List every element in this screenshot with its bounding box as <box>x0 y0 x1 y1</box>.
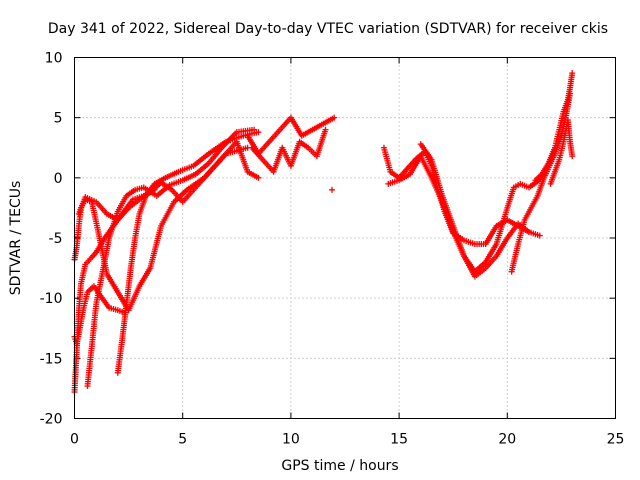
data-point <box>322 126 329 133</box>
data-point <box>329 186 336 193</box>
plot-frame <box>74 57 616 419</box>
y-tick-label: 0 <box>54 171 63 187</box>
y-tick-label: -15 <box>40 351 63 367</box>
data-points <box>71 70 576 396</box>
y-tick-label: 10 <box>45 51 63 67</box>
data-point <box>255 129 262 136</box>
data-point <box>569 70 576 77</box>
x-tick-label: 25 <box>607 432 625 448</box>
y-tick-label: -5 <box>49 231 63 247</box>
x-tick-label: 0 <box>70 432 79 448</box>
x-axis-label: GPS time / hours <box>281 458 398 474</box>
y-tick-label: -20 <box>40 412 63 428</box>
x-tick-label: 5 <box>178 432 187 448</box>
x-tick-label: 10 <box>282 432 300 448</box>
x-tick-label: 20 <box>498 432 516 448</box>
data-point <box>331 114 338 121</box>
x-tick-label: 15 <box>390 432 408 448</box>
tick-labels: 0 5 10 15 20 25 -20 -15 -10 -5 0 5 10 <box>40 51 625 448</box>
chart-title: Day 341 of 2022, Sidereal Day-to-day VTE… <box>48 21 608 37</box>
data-point <box>569 153 576 160</box>
data-point <box>255 174 262 181</box>
y-axis-label: SDTVAR / TECUs <box>8 181 24 296</box>
data-point <box>536 232 543 239</box>
y-tick-label: 5 <box>54 111 63 127</box>
y-tick-label: -10 <box>40 291 63 307</box>
